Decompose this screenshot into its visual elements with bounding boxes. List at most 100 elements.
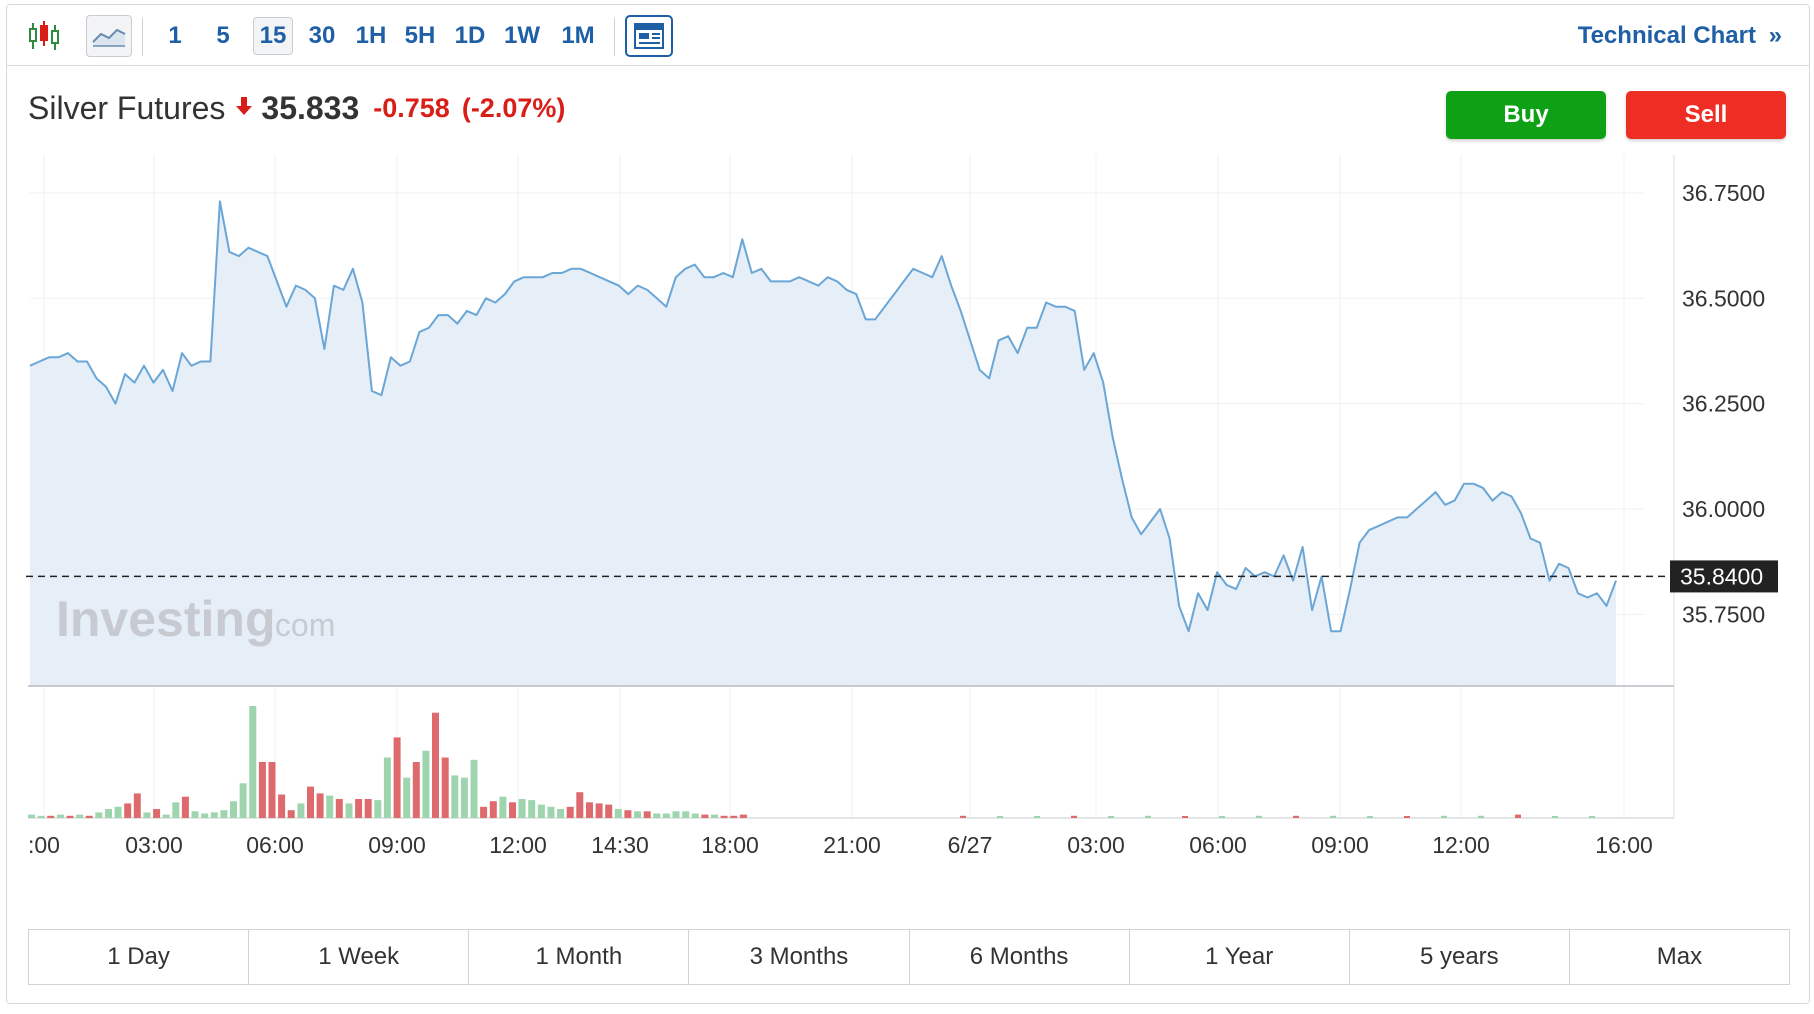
range-selector: 1 Day 1 Week 1 Month 3 Months 6 Months 1… bbox=[28, 929, 1790, 985]
volume-bar bbox=[662, 813, 670, 818]
volume-bar bbox=[480, 806, 488, 818]
volume-bar bbox=[153, 809, 161, 818]
x-tick-label: :00 bbox=[28, 832, 60, 858]
volume-bar bbox=[239, 783, 247, 818]
technical-chart-link[interactable]: Technical Chart » bbox=[1578, 22, 1782, 50]
instrument-name: Silver Futures bbox=[28, 89, 226, 126]
area-chart-icon[interactable] bbox=[86, 15, 132, 57]
volume-bar bbox=[278, 794, 286, 818]
y-tick-label: 36.2500 bbox=[1682, 391, 1765, 417]
volume-bar bbox=[518, 799, 526, 818]
volume-bar bbox=[1330, 815, 1336, 818]
range-6-months[interactable]: 6 Months bbox=[910, 930, 1130, 984]
watermark-brand: Investing bbox=[56, 591, 275, 647]
volume-bar bbox=[364, 799, 372, 818]
volume-bar bbox=[76, 814, 84, 818]
volume-bar bbox=[1589, 816, 1595, 818]
volume-bar bbox=[162, 814, 170, 818]
down-arrow-icon bbox=[235, 95, 253, 122]
price-chart[interactable]: Investing .com 36.7500 36.5000 36.2500 36.0… bbox=[0, 0, 1814, 920]
interval-15[interactable]: 15 bbox=[253, 17, 293, 55]
current-price-tag bbox=[1670, 560, 1778, 593]
volume-bar bbox=[297, 803, 305, 818]
range-1-week[interactable]: 1 Week bbox=[249, 930, 470, 984]
range-3-months[interactable]: 3 Months bbox=[689, 930, 910, 984]
volume-bar bbox=[210, 812, 218, 818]
double-chevron-right-icon: » bbox=[1768, 22, 1782, 49]
volume-bar bbox=[66, 815, 74, 818]
last-price: 35.833 bbox=[261, 89, 360, 126]
volume-bar bbox=[720, 815, 728, 818]
volume-bar bbox=[460, 777, 468, 818]
volume-bar bbox=[451, 775, 459, 818]
volume-bar bbox=[739, 814, 747, 818]
volume-bar bbox=[37, 815, 45, 818]
interval-5[interactable]: 5 bbox=[216, 22, 230, 49]
volume-bar bbox=[997, 816, 1003, 818]
y-tick-label: 36.0000 bbox=[1682, 496, 1765, 522]
volume-bar bbox=[383, 757, 391, 818]
volume-bar bbox=[499, 796, 507, 818]
technical-chart-label: Technical Chart bbox=[1577, 22, 1756, 49]
interval-1w[interactable]: 1W bbox=[504, 22, 540, 49]
interval-1d[interactable]: 1D bbox=[454, 22, 486, 49]
volume-bar bbox=[105, 809, 112, 818]
volume-bar bbox=[960, 815, 966, 818]
sell-button[interactable]: Sell bbox=[1626, 91, 1786, 139]
volume-bar bbox=[1071, 815, 1077, 818]
volume-bars bbox=[28, 706, 1674, 819]
volume-bar bbox=[230, 801, 237, 818]
toolbar-divider bbox=[142, 18, 143, 56]
buy-button[interactable]: Buy bbox=[1446, 91, 1606, 139]
x-tick-label: 09:00 bbox=[368, 832, 426, 858]
volume-bar bbox=[1478, 815, 1484, 818]
interval-30[interactable]: 30 bbox=[308, 22, 336, 49]
volume-bar bbox=[316, 793, 324, 818]
range-1-month[interactable]: 1 Month bbox=[469, 930, 690, 984]
volume-bar bbox=[307, 786, 314, 818]
interval-1m[interactable]: 1M bbox=[561, 22, 595, 49]
volume-bar bbox=[682, 811, 690, 818]
y-tick-label: 36.7500 bbox=[1682, 180, 1765, 206]
volume-bar bbox=[624, 810, 632, 818]
x-tick-label: 21:00 bbox=[823, 832, 881, 858]
volume-bar bbox=[605, 804, 613, 818]
volume-bar bbox=[595, 803, 603, 818]
x-tick-label: 03:00 bbox=[1067, 832, 1125, 858]
range-1-year[interactable]: 1 Year bbox=[1130, 930, 1350, 984]
y-tick-label: 35.7500 bbox=[1682, 601, 1765, 627]
interval-5h[interactable]: 5H bbox=[404, 22, 436, 49]
volume-bar bbox=[56, 814, 64, 818]
volume-bar bbox=[643, 811, 651, 818]
volume-bar bbox=[586, 802, 593, 818]
x-tick-label: 12:00 bbox=[489, 832, 547, 858]
volume-bar bbox=[124, 803, 132, 818]
current-price-label: 35.8400 bbox=[1680, 563, 1763, 589]
volume-bar bbox=[422, 750, 430, 818]
candlestick-icon[interactable] bbox=[22, 15, 66, 57]
interval-1h[interactable]: 1H bbox=[355, 22, 387, 49]
range-1-day[interactable]: 1 Day bbox=[29, 930, 250, 984]
volume-bar bbox=[191, 811, 199, 818]
volume-bar bbox=[47, 815, 55, 818]
interval-1[interactable]: 1 bbox=[168, 22, 182, 49]
volume-bar bbox=[634, 811, 642, 818]
layout-icon[interactable] bbox=[625, 15, 673, 57]
volume-bar bbox=[509, 802, 516, 818]
volume-bar bbox=[393, 737, 401, 818]
x-tick-label: 6/27 bbox=[948, 832, 993, 858]
price-area bbox=[30, 201, 1616, 686]
range-5-years[interactable]: 5 years bbox=[1350, 930, 1570, 984]
volume-bar bbox=[470, 759, 478, 818]
volume-bar bbox=[1552, 816, 1558, 818]
volume-bar bbox=[374, 800, 382, 818]
volume-bar bbox=[432, 712, 439, 818]
volume-bar bbox=[1256, 815, 1262, 818]
x-tick-label: 09:00 bbox=[1311, 832, 1369, 858]
volume-bar bbox=[355, 799, 363, 818]
volume-bar bbox=[258, 762, 266, 818]
quote-header: Silver Futures 35.833 -0.758 (-2.07%) bbox=[28, 88, 565, 128]
range-max[interactable]: Max bbox=[1656, 943, 1703, 970]
x-tick-label: 14:30 bbox=[591, 832, 649, 858]
volume-bar bbox=[1515, 814, 1521, 818]
